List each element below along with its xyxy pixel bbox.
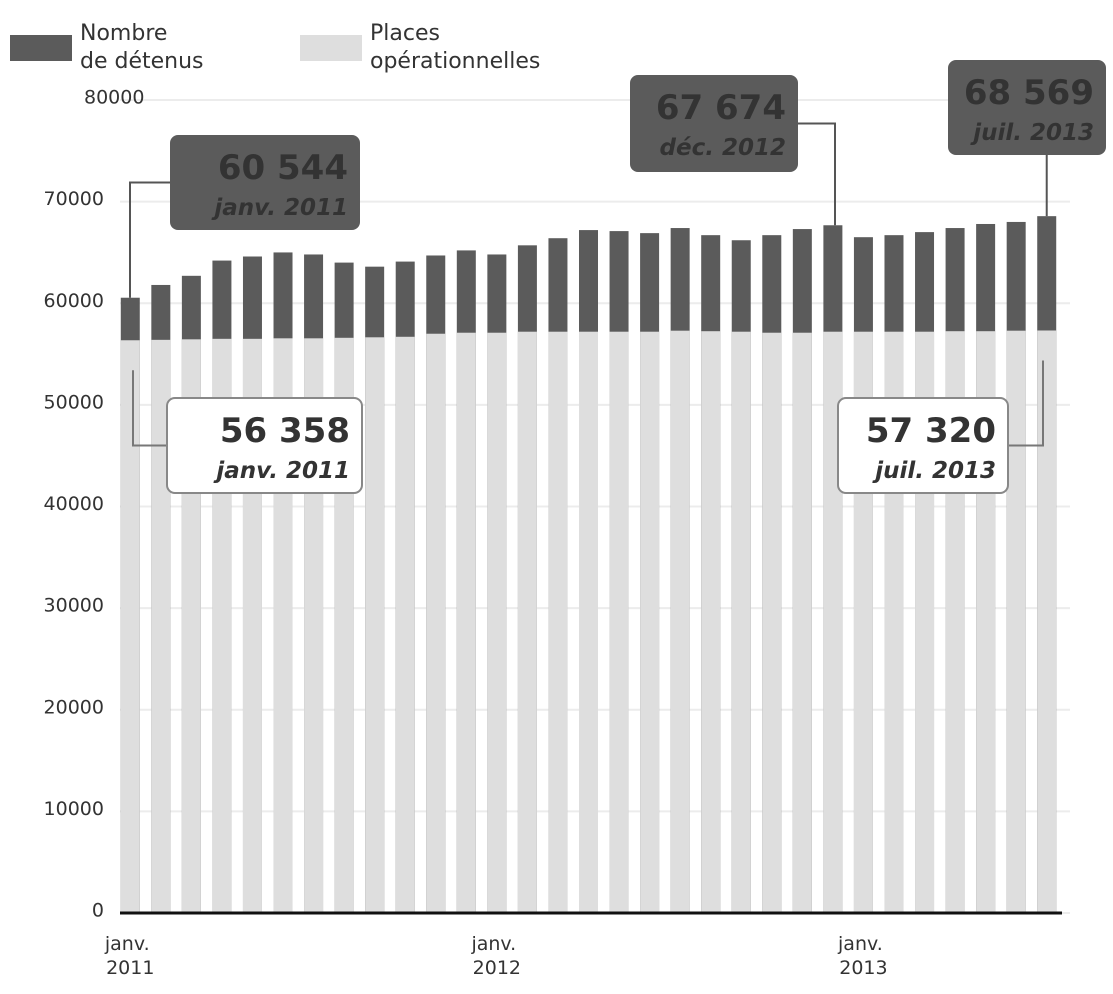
bar (762, 332, 782, 913)
line: 2013 (839, 957, 887, 979)
bar (548, 331, 568, 914)
bar (792, 332, 812, 913)
y-tick-label: 30000 (44, 595, 104, 617)
bar (426, 333, 446, 913)
value-label: 56 358 (220, 411, 350, 451)
date-label: janv. 2011 (211, 195, 348, 221)
value-label: 68 569 (964, 73, 1094, 113)
line: janv. (104, 933, 156, 955)
callout-box (166, 397, 363, 494)
bar (701, 331, 721, 913)
bar (579, 331, 598, 914)
y-tick-label: 40000 (44, 493, 104, 515)
line: 2011 (106, 957, 154, 979)
bar (120, 340, 140, 913)
callout-connector (1008, 360, 1044, 447)
bar (1006, 330, 1026, 914)
bar (517, 331, 537, 914)
legend-swatch (300, 35, 362, 61)
y-tick-label: 0 (92, 900, 104, 922)
y-tick-label: 10000 (44, 798, 104, 820)
y-tick-label: 70000 (44, 188, 104, 210)
callout-connector (798, 122, 836, 226)
x-tick-label: janv. 2011 (104, 933, 156, 979)
bar (487, 332, 507, 913)
x-tick-label: janv. 2013 (837, 933, 889, 979)
date-label: juil. 2013 (970, 120, 1094, 146)
bar (1037, 330, 1057, 914)
y-tick-label: 60000 (44, 290, 104, 312)
y-tick-label: 20000 (44, 696, 104, 718)
bar (395, 336, 415, 913)
legend-swatch (10, 35, 72, 61)
callout-box (170, 135, 360, 230)
line: opérationnelles (370, 49, 540, 74)
date-label: juil. 2013 (872, 458, 996, 484)
date-label: déc. 2012 (660, 135, 786, 161)
value-label: 60 544 (218, 148, 348, 188)
bar (640, 331, 660, 914)
line: janv. (837, 933, 889, 955)
bar (365, 337, 385, 913)
x-tick-label: janv. 2012 (470, 933, 522, 979)
callout-connector (129, 181, 170, 298)
line: Nombre (80, 21, 174, 46)
line: 2012 (473, 957, 521, 979)
bar (151, 339, 171, 914)
line: de détenus (80, 49, 204, 74)
line: Places (370, 21, 447, 46)
callout-connector (132, 370, 167, 447)
legend-label: Places opérationnelles (370, 21, 540, 74)
y-tick-label: 80000 (84, 87, 144, 109)
value-label: 67 674 (656, 88, 786, 128)
date-label: janv. 2011 (213, 458, 350, 484)
bar (456, 332, 476, 913)
y-tick-label: 50000 (44, 391, 104, 413)
line: janv. (470, 933, 522, 955)
bar (731, 331, 751, 914)
callout-box (948, 60, 1106, 155)
value-label: 57 320 (866, 411, 996, 451)
bar (670, 330, 690, 914)
bar (609, 331, 629, 914)
callout-box (837, 397, 1009, 494)
callout-box (630, 75, 798, 172)
legend-label: Nombre de détenus (80, 21, 204, 74)
